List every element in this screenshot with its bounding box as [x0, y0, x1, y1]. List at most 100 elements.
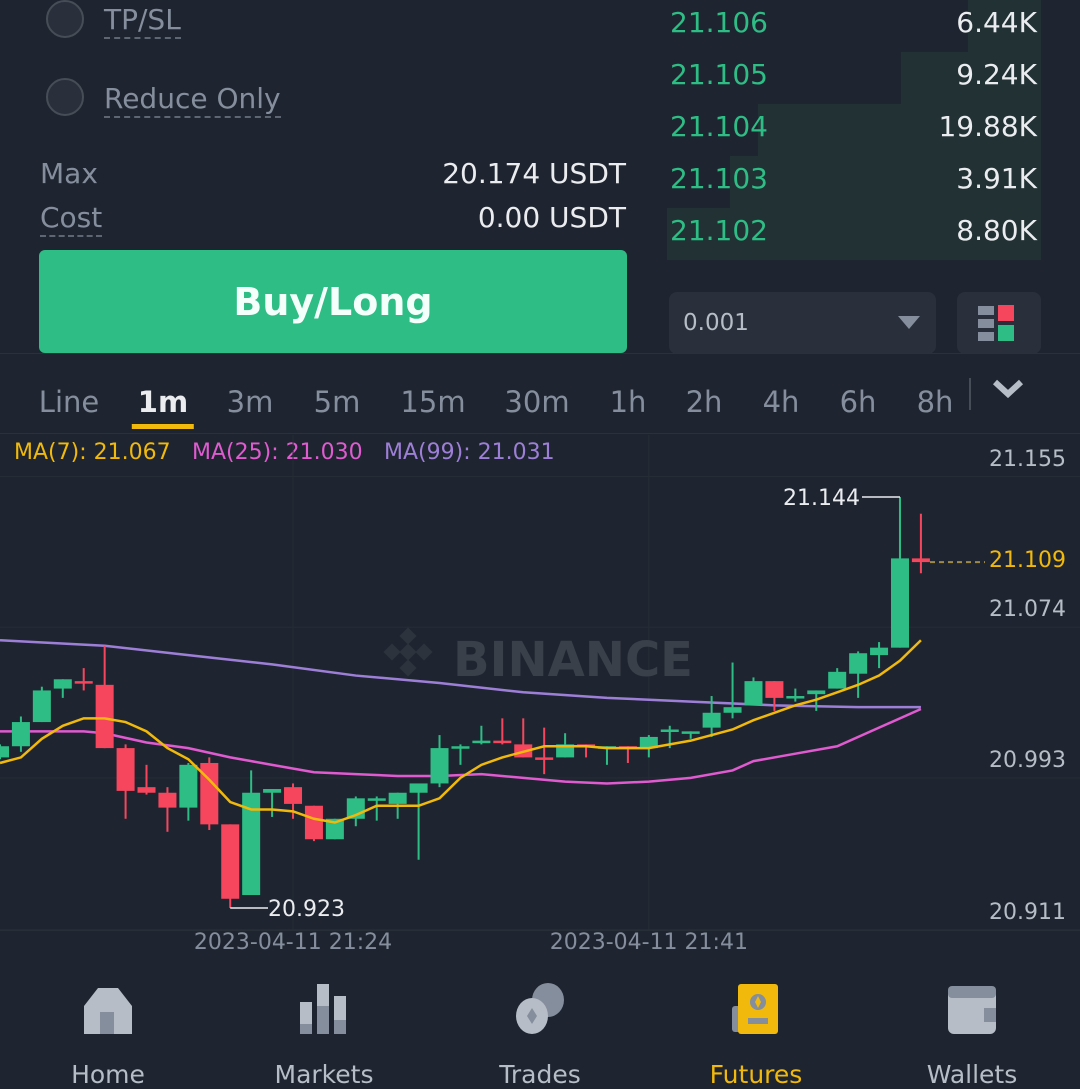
chevron-down-icon[interactable] [991, 377, 1025, 401]
candle-body [451, 746, 470, 749]
candle-body [744, 681, 763, 706]
tab-15m[interactable]: 15m [400, 385, 466, 419]
candle-body [786, 696, 805, 699]
futures-icon [732, 984, 778, 1034]
cost-value: 0.00 USDT [477, 201, 626, 234]
ma25-legend: MA(25): 21.030 [192, 440, 363, 465]
logo-diamond [399, 659, 417, 677]
tab-6h[interactable]: 6h [839, 385, 877, 419]
tab-8h[interactable]: 8h [916, 385, 954, 419]
depth-bar [901, 52, 1041, 104]
buy-long-button[interactable]: Buy/Long [39, 250, 627, 353]
divider [0, 353, 1080, 354]
depth-bar [729, 156, 1041, 208]
candle-body [807, 690, 826, 695]
precision-select[interactable]: 0.001 [669, 292, 936, 354]
orderbook-price: 21.102 [670, 214, 768, 247]
logo-diamond [399, 627, 417, 645]
candle-body [849, 653, 868, 674]
candle-body [32, 690, 51, 723]
orderbook-layout-button[interactable] [957, 292, 1041, 354]
candle-body [409, 783, 428, 793]
candle-body [828, 671, 847, 689]
candle-body [53, 679, 72, 689]
tab-2h[interactable]: 2h [685, 385, 723, 419]
candle-body [367, 798, 386, 801]
candle-body [890, 558, 909, 648]
tab-1h[interactable]: 1h [609, 385, 647, 419]
time-tick-label: 2023-04-11 21:24 [193, 930, 393, 955]
orderbook-row[interactable]: 21.104 19.88K [667, 104, 1041, 156]
orderbook-qty: 8.80K [956, 214, 1037, 247]
orderbook-row[interactable]: 21.106 6.44K [667, 0, 1041, 52]
ma99-legend: MA(99): 21.031 [384, 440, 555, 465]
candle-body [304, 805, 323, 840]
orderbook-row[interactable]: 21.103 3.91K [667, 156, 1041, 208]
candle-body [74, 681, 93, 684]
tab-4h[interactable]: 4h [762, 385, 800, 419]
ma7-legend: MA(7): 21.067 [14, 440, 171, 465]
tab-5m[interactable]: 5m [313, 385, 361, 419]
max-value: 20.174 USDT [442, 157, 626, 190]
candle-body [200, 762, 219, 825]
logo-diamond [415, 643, 433, 661]
candle-body [765, 681, 784, 698]
price-tick-label: 21.074 [989, 597, 1066, 623]
depth-bar [667, 208, 1041, 260]
candle-body [430, 748, 449, 784]
orderbook-qty: 6.44K [956, 6, 1037, 39]
watermark-text: BINANCE [453, 632, 693, 688]
candle-body [388, 792, 407, 804]
trades-icon [516, 983, 564, 1034]
tab-30m[interactable]: 30m [504, 385, 570, 419]
tab-3m[interactable]: 3m [226, 385, 274, 419]
price-tick-label: 20.993 [989, 747, 1066, 773]
candle-body [95, 684, 114, 749]
tpsl-label[interactable]: TP/SL [104, 3, 181, 39]
orderbook-row[interactable]: 21.102 8.80K [667, 208, 1041, 260]
wallet-icon [948, 986, 996, 1034]
ma99-line [0, 638, 921, 709]
candle-body [158, 792, 177, 808]
candle-body [493, 740, 512, 744]
reduce-only-checkbox[interactable] [46, 78, 84, 116]
orderbook-price: 21.106 [670, 6, 768, 39]
orderbook-row[interactable]: 21.105 9.24K [667, 52, 1041, 104]
ma25-line [0, 707, 922, 785]
logo-diamond [383, 643, 401, 661]
orderbook-price: 21.103 [670, 162, 768, 195]
divider [0, 433, 1080, 434]
tabs-separator [969, 378, 971, 410]
candle-body [284, 787, 303, 804]
candle-body [723, 707, 742, 713]
candle-body [556, 744, 575, 758]
reduce-only-label[interactable]: Reduce Only [104, 82, 281, 118]
orderbook-qty: 19.88K [938, 110, 1037, 143]
candle-body [116, 748, 135, 791]
candle-body [472, 740, 491, 744]
orderbook-price: 21.105 [670, 58, 768, 91]
max-label: Max [40, 157, 98, 190]
candle-body [681, 731, 700, 734]
tab-1m[interactable]: 1m [131, 385, 195, 429]
nav-label: Markets [274, 1060, 374, 1089]
binance-watermark-logo [383, 627, 433, 677]
tab-line[interactable]: Line [38, 385, 100, 419]
candle-body [660, 729, 679, 732]
candle-body [535, 757, 554, 760]
candlestick-chart[interactable]: BINANCE 21.144 20.923 [0, 0, 1080, 960]
candle-body [0, 746, 9, 758]
candle-body [137, 787, 156, 793]
price-tick-label: 20.911 [989, 900, 1066, 926]
candle-body [870, 647, 889, 656]
logo-diamond [399, 643, 417, 661]
tpsl-checkbox[interactable] [46, 0, 84, 38]
orderbook-price: 21.104 [670, 110, 768, 143]
cost-label[interactable]: Cost [40, 201, 103, 237]
high-price-label: 21.144 [783, 486, 860, 511]
nav-label: Trades [499, 1060, 581, 1089]
candle-body [11, 722, 30, 747]
depth-bar [968, 0, 1041, 52]
candle-body [242, 792, 261, 896]
nav-label: Wallets [926, 1060, 1018, 1089]
